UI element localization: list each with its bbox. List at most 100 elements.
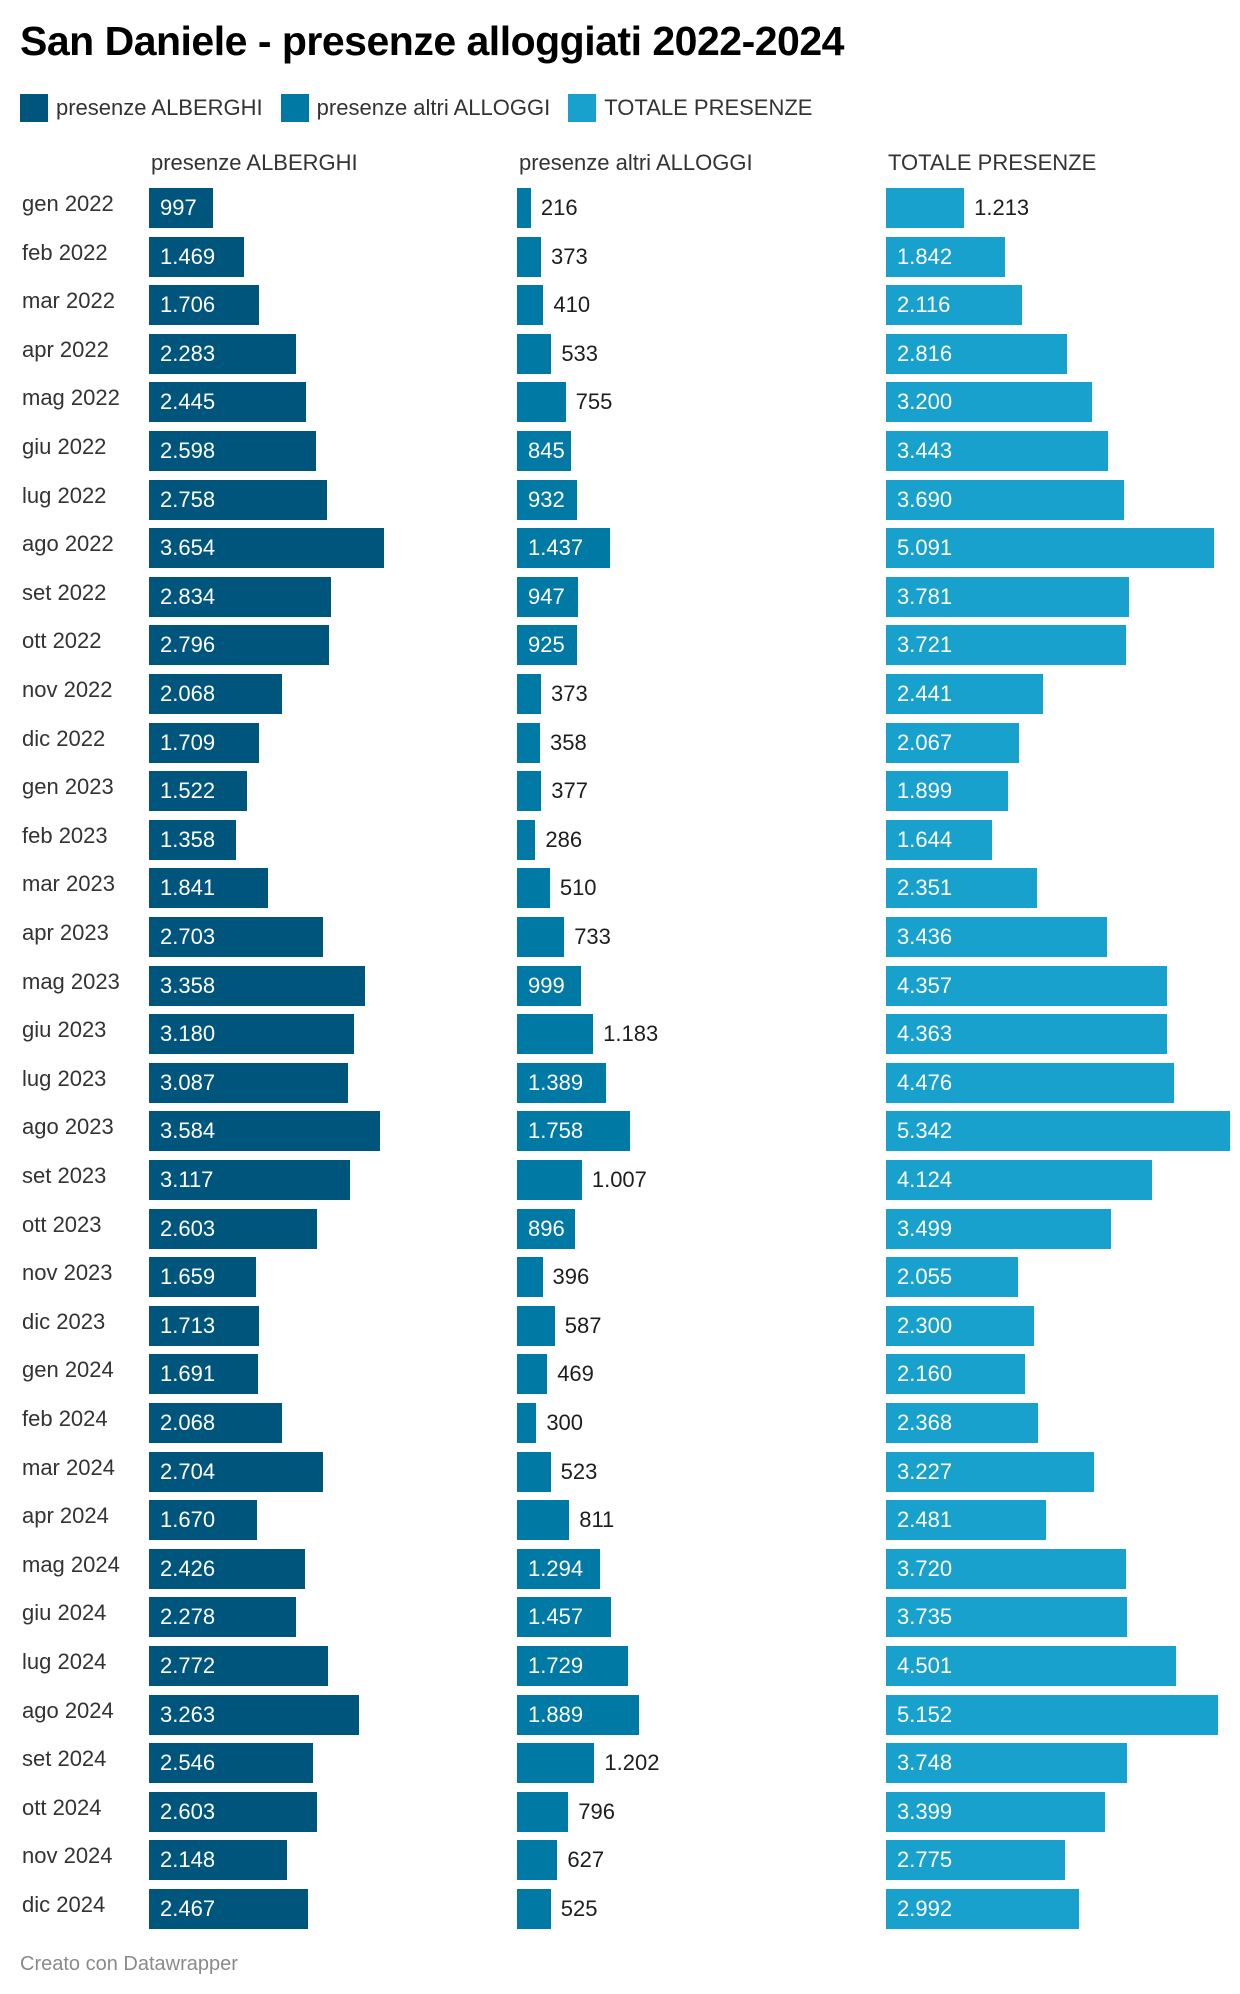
bar-totale-presenze-ago-2023 bbox=[886, 1111, 1230, 1152]
bar-presenze-alberghi-ott-2022 bbox=[149, 625, 330, 666]
value-label-presenze-alberghi-feb-2023: 1.358 bbox=[160, 826, 216, 852]
bar-presenze-altri-alloggi-dic-2023 bbox=[517, 1305, 555, 1346]
bar-presenze-altri-alloggi-mag-2023 bbox=[517, 965, 582, 1006]
bar-presenze-alberghi-ago-2022 bbox=[149, 528, 385, 569]
bar-totale-presenze-feb-2023 bbox=[886, 819, 992, 860]
value-label-presenze-alberghi-apr-2023: 2.703 bbox=[160, 924, 216, 949]
bar-totale-presenze-apr-2024 bbox=[886, 1500, 1046, 1541]
value-label-totale-presenze-ago-2022: 5.091 bbox=[897, 535, 953, 561]
bar-presenze-altri-alloggi-dic-2024 bbox=[517, 1889, 551, 1929]
bar-presenze-altri-alloggi-mag-2022 bbox=[517, 382, 566, 423]
bar-totale-presenze-mag-2024 bbox=[886, 1548, 1126, 1589]
value-label-presenze-altri-alloggi-gen-2024: 469 bbox=[557, 1361, 594, 1387]
bar-presenze-altri-alloggi-ott-2022 bbox=[517, 625, 577, 666]
value-label-totale-presenze-giu-2023: 4.363 bbox=[897, 1021, 953, 1047]
value-label-presenze-altri-alloggi-giu-2023: 1.183 bbox=[603, 1021, 659, 1047]
column-header-alberghi: presenze ALBERGHI bbox=[151, 150, 358, 175]
bar-presenze-altri-alloggi-mar-2023 bbox=[517, 868, 550, 909]
value-label-presenze-alberghi-giu-2024: 2.278 bbox=[160, 1604, 216, 1630]
category-label-giu-2024: giu 2024 bbox=[22, 1600, 107, 1626]
value-label-totale-presenze-gen-2022: 1.213 bbox=[974, 195, 1030, 220]
value-label-presenze-altri-alloggi-feb-2024: 300 bbox=[546, 1410, 584, 1435]
bar-presenze-alberghi-ott-2024 bbox=[149, 1791, 317, 1832]
bar-presenze-altri-alloggi-nov-2024 bbox=[517, 1840, 558, 1881]
value-label-presenze-altri-alloggi-apr-2024: 811 bbox=[579, 1507, 615, 1533]
category-label-gen-2022: gen 2022 bbox=[22, 191, 114, 216]
bar-presenze-altri-alloggi-giu-2024 bbox=[517, 1597, 611, 1638]
bar-presenze-alberghi-mar-2024 bbox=[149, 1451, 324, 1492]
value-label-presenze-alberghi-mag-2022: 2.445 bbox=[160, 389, 216, 415]
bar-presenze-alberghi-apr-2022 bbox=[149, 333, 296, 374]
bar-totale-presenze-mar-2023 bbox=[886, 868, 1038, 909]
bar-presenze-altri-alloggi-apr-2024 bbox=[517, 1500, 570, 1541]
bar-presenze-alberghi-giu-2022 bbox=[149, 431, 317, 471]
value-label-totale-presenze-gen-2024: 2.160 bbox=[897, 1361, 953, 1387]
bar-totale-presenze-giu-2023 bbox=[886, 1014, 1167, 1055]
bar-totale-presenze-lug-2022 bbox=[886, 479, 1124, 520]
category-label-feb-2023: feb 2023 bbox=[22, 822, 108, 848]
value-label-totale-presenze-nov-2023: 2.055 bbox=[897, 1264, 953, 1290]
bar-presenze-alberghi-nov-2022 bbox=[149, 674, 283, 714]
value-label-totale-presenze-mag-2024: 3.720 bbox=[897, 1555, 953, 1581]
bar-presenze-altri-alloggi-gen-2024 bbox=[517, 1354, 548, 1395]
value-label-presenze-altri-alloggi-set-2023: 1.007 bbox=[591, 1167, 647, 1192]
value-label-presenze-alberghi-nov-2022: 2.068 bbox=[160, 681, 216, 706]
category-label-mag-2023: mag 2023 bbox=[22, 968, 120, 994]
category-label-set-2022: set 2022 bbox=[22, 579, 107, 605]
legend: presenze ALBERGHI presenze altri ALLOGGI… bbox=[20, 94, 812, 122]
bar-presenze-altri-alloggi-set-2024 bbox=[517, 1743, 595, 1784]
value-label-presenze-alberghi-nov-2023: 1.659 bbox=[160, 1264, 216, 1290]
value-label-presenze-altri-alloggi-gen-2022: 216 bbox=[540, 195, 578, 220]
bar-presenze-alberghi-apr-2023 bbox=[149, 917, 324, 957]
value-label-totale-presenze-gen-2023: 1.899 bbox=[897, 778, 953, 804]
bar-presenze-altri-alloggi-ago-2023 bbox=[517, 1111, 631, 1152]
bar-presenze-altri-alloggi-mag-2024 bbox=[517, 1548, 601, 1589]
bar-totale-presenze-nov-2023 bbox=[886, 1257, 1019, 1298]
category-label-set-2023: set 2023 bbox=[22, 1163, 107, 1188]
bar-presenze-alberghi-mag-2024 bbox=[149, 1548, 306, 1589]
legend-swatch-totale bbox=[568, 94, 597, 122]
value-label-presenze-altri-alloggi-giu-2024: 1.457 bbox=[528, 1604, 584, 1630]
bar-totale-presenze-ott-2022 bbox=[886, 625, 1126, 666]
category-label-nov-2024: nov 2024 bbox=[22, 1843, 113, 1869]
bar-totale-presenze-ago-2022 bbox=[886, 528, 1214, 569]
legend-item-altri-alloggi: presenze altri ALLOGGI bbox=[280, 94, 550, 122]
bar-totale-presenze-nov-2024 bbox=[886, 1840, 1065, 1881]
bar-presenze-alberghi-dic-2023 bbox=[149, 1305, 260, 1346]
value-label-presenze-altri-alloggi-ago-2023: 1.758 bbox=[528, 1118, 584, 1144]
value-label-presenze-alberghi-ott-2022: 2.796 bbox=[160, 632, 216, 658]
bar-totale-presenze-gen-2022 bbox=[886, 188, 965, 228]
value-label-presenze-altri-alloggi-mag-2023: 999 bbox=[528, 972, 565, 998]
bar-presenze-altri-alloggi-nov-2022 bbox=[517, 674, 542, 714]
bar-presenze-alberghi-ott-2023 bbox=[149, 1208, 317, 1249]
value-label-presenze-alberghi-nov-2024: 2.148 bbox=[160, 1847, 216, 1873]
value-label-presenze-altri-alloggi-gen-2023: 377 bbox=[551, 778, 588, 804]
value-label-presenze-altri-alloggi-ago-2024: 1.889 bbox=[528, 1701, 584, 1727]
bar-presenze-alberghi-feb-2024 bbox=[149, 1403, 283, 1443]
bar-presenze-alberghi-set-2024 bbox=[149, 1743, 313, 1784]
bar-presenze-altri-alloggi-gen-2022 bbox=[517, 188, 531, 228]
value-label-presenze-alberghi-mar-2022: 1.706 bbox=[160, 292, 216, 318]
category-label-ago-2024: ago 2024 bbox=[22, 1697, 114, 1723]
value-label-totale-presenze-set-2023: 4.124 bbox=[897, 1167, 953, 1192]
value-label-presenze-alberghi-set-2022: 2.834 bbox=[160, 583, 216, 609]
value-label-presenze-altri-alloggi-feb-2022: 373 bbox=[551, 243, 588, 269]
value-label-presenze-alberghi-gen-2024: 1.691 bbox=[160, 1361, 216, 1387]
value-label-presenze-alberghi-ago-2024: 3.263 bbox=[160, 1701, 216, 1727]
bar-presenze-altri-alloggi-mar-2024 bbox=[517, 1451, 551, 1492]
value-label-presenze-altri-alloggi-giu-2022: 845 bbox=[528, 438, 565, 463]
bar-totale-presenze-apr-2023 bbox=[886, 917, 1108, 957]
value-label-presenze-alberghi-set-2024: 2.546 bbox=[160, 1750, 216, 1776]
bar-totale-presenze-gen-2023 bbox=[886, 771, 1009, 812]
bar-totale-presenze-mar-2024 bbox=[886, 1451, 1094, 1492]
bar-presenze-altri-alloggi-giu-2022 bbox=[517, 431, 572, 471]
category-label-mag-2024: mag 2024 bbox=[22, 1551, 120, 1577]
value-label-presenze-altri-alloggi-feb-2023: 286 bbox=[545, 826, 583, 852]
bar-presenze-alberghi-lug-2023 bbox=[149, 1062, 348, 1103]
value-label-presenze-alberghi-mag-2023: 3.358 bbox=[160, 972, 216, 998]
value-label-presenze-alberghi-apr-2022: 2.283 bbox=[160, 340, 216, 366]
bar-presenze-altri-alloggi-ago-2022 bbox=[517, 528, 610, 569]
value-label-presenze-altri-alloggi-lug-2023: 1.389 bbox=[528, 1069, 584, 1095]
bar-totale-presenze-mar-2022 bbox=[886, 285, 1023, 326]
category-label-lug-2022: lug 2022 bbox=[22, 482, 107, 508]
